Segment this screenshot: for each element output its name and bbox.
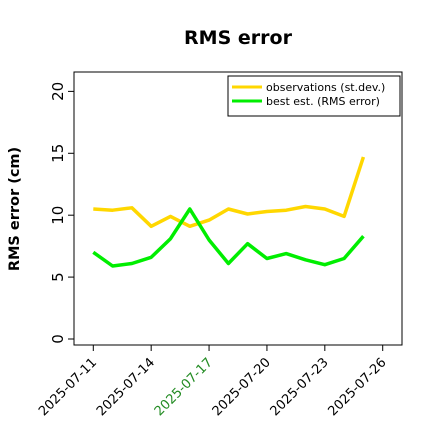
y-tick-label-0: 0	[49, 334, 67, 344]
legend: observations (st.dev.) best est. (RMS er…	[227, 75, 401, 117]
legend-box	[227, 75, 401, 117]
y-tick-label-4: 20	[49, 82, 67, 101]
x-axis: 2025-07-112025-07-142025-07-172025-07-20…	[36, 345, 390, 419]
x-tick-label-2: 2025-07-17	[152, 355, 216, 419]
x-tick-label-1: 2025-07-14	[94, 355, 158, 419]
y-tick-label-2: 10	[49, 206, 67, 225]
x-tick-label-3: 2025-07-20	[210, 355, 274, 419]
legend-label-best-estimate: best est. (RMS error)	[266, 95, 380, 108]
x-tick-label-4: 2025-07-23	[268, 355, 332, 419]
y-tick-label-1: 5	[49, 272, 67, 282]
series-line-1	[92, 207, 365, 268]
series-layer	[92, 156, 366, 268]
series-line-0	[93, 156, 366, 229]
legend-label-observations: observations (st.dev.)	[266, 81, 385, 94]
x-tick-label-5: 2025-07-26	[325, 355, 389, 419]
y-tick-label-3: 15	[49, 144, 67, 163]
x-tick-label-0: 2025-07-11	[36, 355, 100, 419]
plot-area	[73, 71, 403, 346]
chart-title: RMS error	[184, 27, 293, 49]
y-axis: 0 5 10 15 20	[49, 82, 74, 344]
y-axis-label: RMS error (cm)	[7, 147, 23, 271]
